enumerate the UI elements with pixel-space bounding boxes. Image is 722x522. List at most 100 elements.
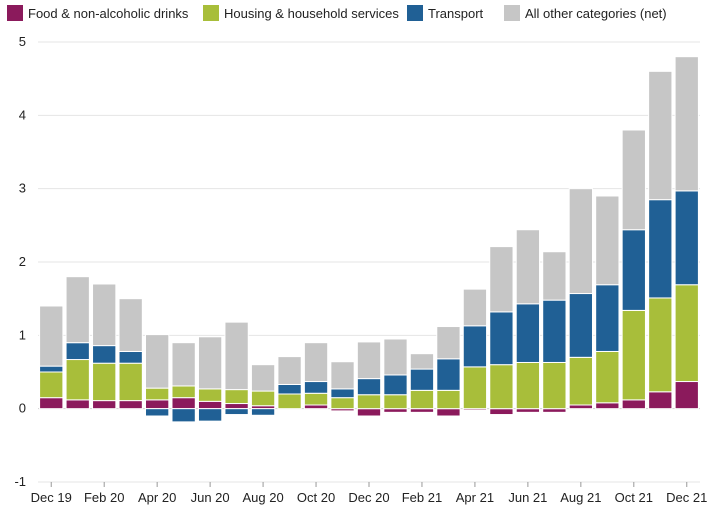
bar-segment: [303, 381, 329, 394]
bar-segment: [621, 229, 646, 311]
bar-segment: [224, 403, 249, 410]
bar-segment: [383, 374, 408, 396]
bar-segment: [356, 378, 382, 396]
bar-segment: [224, 389, 249, 405]
x-tick-label: Jun 20: [191, 490, 230, 505]
bar-segment: [356, 341, 382, 380]
bar-segment: [39, 371, 64, 399]
legend-label: Housing & household services: [224, 6, 399, 21]
y-axis: -1 0 1 2 3 4 5: [14, 34, 26, 489]
y-tick-label: 3: [19, 181, 26, 196]
bar-segment: [436, 389, 461, 410]
bar-segment: [595, 284, 620, 352]
bar-segment: [65, 359, 90, 401]
bar-segment: [648, 391, 673, 410]
x-tick-label: Dec 19: [31, 490, 72, 505]
bar-segment: [171, 408, 196, 423]
bar-segment: [674, 284, 699, 383]
bar-segment: [171, 385, 196, 399]
y-tick-label: 2: [19, 254, 26, 269]
x-tick-label: Apr 21: [456, 490, 494, 505]
bar-segment: [568, 188, 593, 295]
y-tick-label: 4: [19, 107, 26, 122]
bar-segment: [515, 229, 541, 305]
bar-segment: [39, 397, 64, 410]
bar-segment: [118, 298, 143, 352]
bar-segment: [383, 394, 408, 410]
bar-segment: [303, 392, 329, 406]
x-tick-label: Dec 20: [348, 490, 389, 505]
legend-swatch: [7, 5, 23, 21]
bar-segment: [197, 408, 223, 422]
bar-segment: [356, 408, 382, 417]
bar-segment: [489, 311, 514, 366]
bar-segment: [542, 299, 567, 363]
legend-label: Food & non-alcoholic drinks: [28, 6, 189, 21]
x-tick-label: Oct 20: [297, 490, 335, 505]
bar-segment: [224, 321, 249, 391]
bar-segment: [648, 70, 673, 201]
bar-segment: [277, 356, 302, 385]
bar-segment: [489, 364, 514, 410]
x-tick-label: Apr 20: [138, 490, 176, 505]
legend-swatch: [203, 5, 219, 21]
bar-segment: [595, 195, 620, 286]
bar-segment: [436, 326, 461, 360]
x-tick-label: Feb 21: [402, 490, 442, 505]
bar-segment: [118, 400, 143, 410]
bar-segment: [330, 361, 355, 390]
bar-segment: [595, 350, 620, 404]
x-axis: Dec 19 Feb 20 Apr 20 Jun 20 Aug 20 Oct 20 Dec …: [31, 482, 707, 505]
bar-segment: [621, 399, 646, 410]
bar-segment: [65, 399, 90, 410]
bar-segment: [39, 365, 64, 373]
x-tick-label: Feb 20: [84, 490, 124, 505]
bar-segment: [65, 342, 90, 361]
y-tick-label: 0: [19, 401, 26, 416]
bar-segment: [197, 336, 223, 390]
bar-segment: [409, 368, 435, 391]
bar-segment: [674, 381, 699, 410]
bars: [39, 56, 699, 423]
bar-segment: [568, 293, 593, 358]
legend-label: All other categories (net): [525, 6, 667, 21]
bar-segment: [171, 342, 196, 387]
bar-segment: [277, 383, 302, 395]
bar-segment: [118, 362, 143, 402]
bar-segment: [409, 353, 435, 370]
bar-segment: [145, 387, 170, 401]
x-tick-label: Aug 20: [242, 490, 283, 505]
y-tick-label: 5: [19, 34, 26, 49]
bar-segment: [515, 361, 541, 410]
bar-segment: [542, 408, 567, 413]
bar-segment: [197, 388, 223, 402]
bar-segment: [65, 276, 90, 344]
bar-segment: [489, 246, 514, 313]
bar-segment: [542, 251, 567, 301]
bar-segment: [462, 366, 488, 410]
bar-segment: [145, 334, 170, 389]
bar-segment: [92, 283, 117, 347]
bar-segment: [595, 402, 620, 410]
legend: Food & non-alcoholic drinks Housing & hou…: [7, 5, 667, 21]
bar-segment: [92, 400, 117, 410]
bar-segment: [648, 297, 673, 393]
bar-segment: [92, 362, 117, 402]
legend-label: Transport: [428, 6, 484, 21]
bar-segment: [409, 408, 435, 413]
bar-segment: [383, 408, 408, 413]
y-tick-label: -1: [14, 474, 26, 489]
bar-segment: [250, 390, 276, 407]
bar-segment: [568, 404, 593, 410]
y-tick-label: 1: [19, 327, 26, 342]
bar-segment: [489, 408, 514, 416]
bar-segment: [383, 338, 408, 376]
bar-segment: [356, 394, 382, 410]
bar-segment: [250, 408, 276, 416]
bar-segment: [409, 389, 435, 410]
bar-segment: [515, 408, 541, 413]
bar-segment: [250, 364, 276, 392]
legend-swatch: [504, 5, 520, 21]
bar-segment: [92, 345, 117, 364]
